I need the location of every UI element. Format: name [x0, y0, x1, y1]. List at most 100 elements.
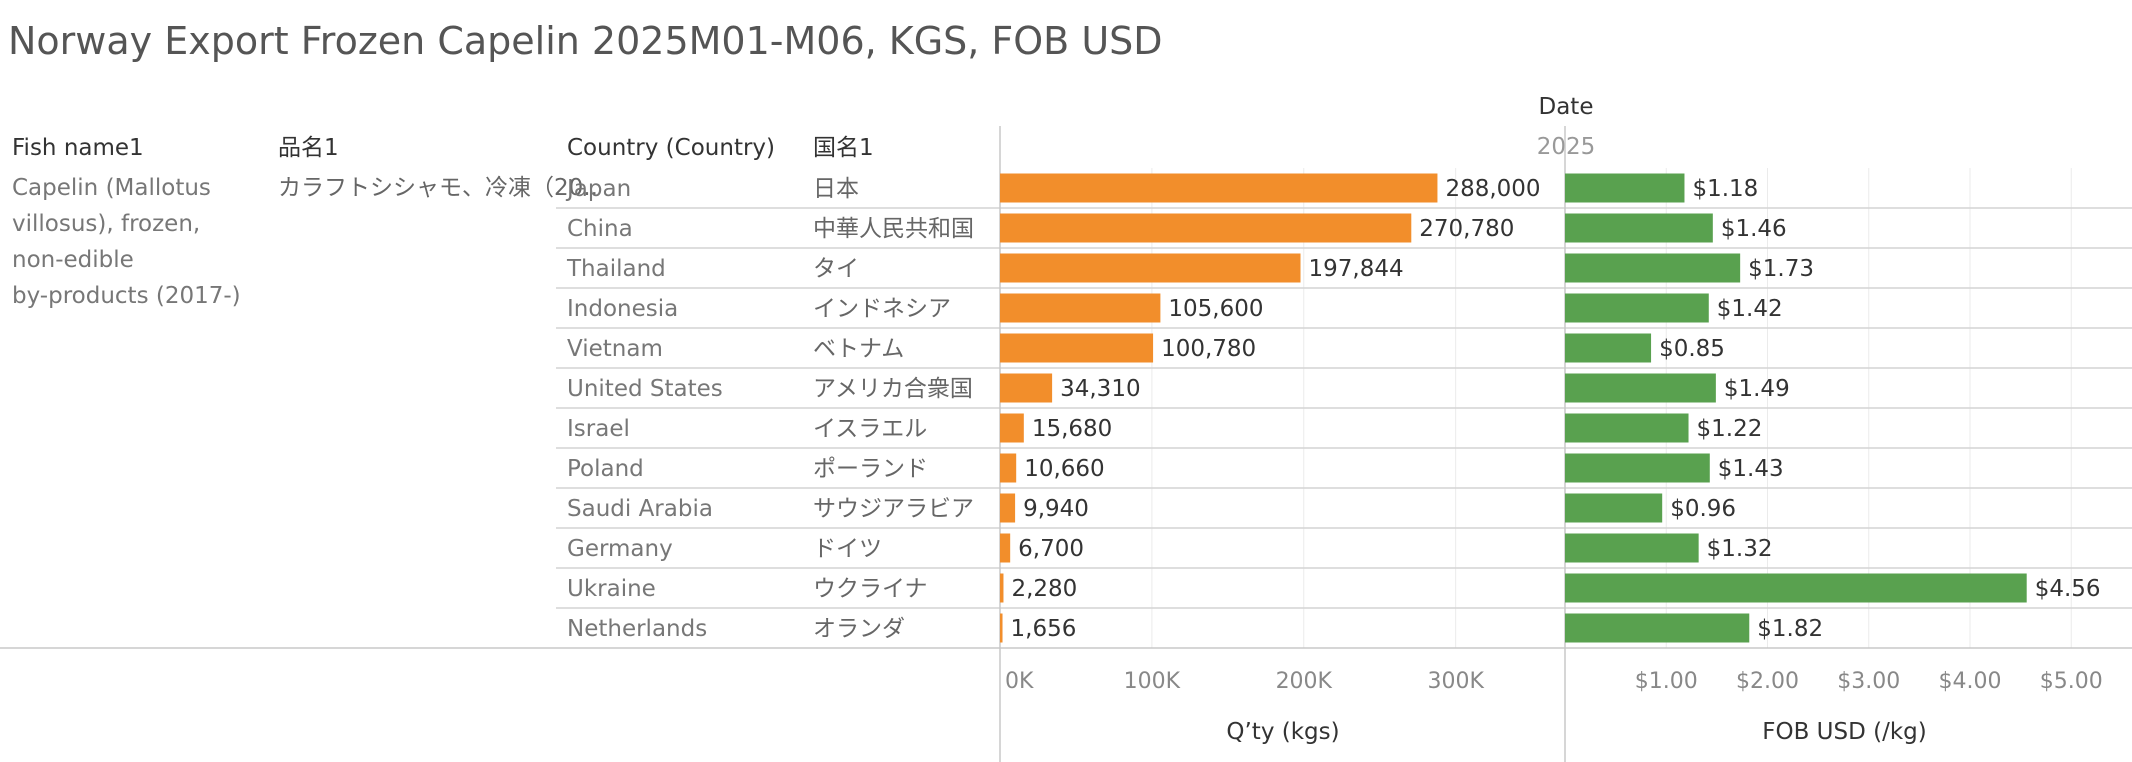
- price-data-label: $0.96: [1670, 496, 1736, 522]
- price-data-label: $1.32: [1707, 536, 1773, 562]
- price-bar: [1565, 293, 1709, 323]
- qty-data-label: 6,700: [1018, 536, 1084, 562]
- qty-bar: [1000, 413, 1024, 443]
- jp-product-cell: カラフトシシャモ、冷凍（20..: [278, 175, 598, 201]
- price-bar: [1565, 413, 1689, 443]
- country-label-jp: オランダ: [813, 616, 905, 642]
- qty-data-label: 9,940: [1023, 496, 1089, 522]
- price-data-label: $1.49: [1724, 376, 1790, 402]
- price-data-label: $1.82: [1757, 616, 1823, 642]
- qty-axis-title: Q’ty (kgs): [1226, 719, 1339, 745]
- qty-bar: [1000, 453, 1017, 483]
- price-tick-label: $4.00: [1939, 669, 2002, 694]
- qty-bar: [1000, 493, 1016, 523]
- date-header: Date: [1539, 94, 1594, 120]
- fish-name-line: non-edible: [12, 247, 134, 273]
- country-label: Saudi Arabia: [567, 496, 713, 522]
- price-bar: [1565, 333, 1652, 363]
- country-label: Poland: [567, 456, 644, 482]
- price-bar: [1565, 253, 1741, 283]
- country-label-jp: サウジアラビア: [813, 496, 974, 522]
- year-header: 2025: [1537, 134, 1596, 160]
- jp-product-header: 品名1: [278, 135, 339, 161]
- qty-tick-label: 200K: [1276, 669, 1333, 694]
- country-label-jp: アメリカ合衆国: [813, 376, 973, 402]
- country-label: Netherlands: [567, 616, 707, 642]
- price-data-label: $1.42: [1717, 296, 1783, 322]
- price-bar: [1565, 453, 1710, 483]
- qty-data-label: 10,660: [1024, 456, 1104, 482]
- country-label: Indonesia: [567, 296, 678, 322]
- price-data-label: $1.73: [1748, 256, 1814, 282]
- qty-tick-label: 300K: [1427, 669, 1484, 694]
- qty-data-label: 105,600: [1168, 296, 1263, 322]
- rows-layer: Japan 日本 288,000 $1.18 China 中華人民共和国 270,780 $1…: [565, 173, 2101, 643]
- axes-layer: 0K 100K 200K 300K $1.00 $2.00 $3.00 $4.00 $5.00 Q…: [1005, 669, 2103, 745]
- country-label: Israel: [567, 416, 630, 442]
- qty-data-label: 197,844: [1309, 256, 1404, 282]
- country-label: Ukraine: [567, 576, 656, 602]
- price-tick-label: $1.00: [1635, 669, 1698, 694]
- price-data-label: $1.18: [1692, 176, 1758, 202]
- qty-bar: [1000, 253, 1301, 283]
- qty-data-label: 270,780: [1419, 216, 1514, 242]
- price-data-label: $1.43: [1718, 456, 1784, 482]
- country-label: China: [567, 216, 633, 242]
- fish-name-cell: Capelin (Mallotus villosus), frozen, non-e…: [12, 175, 241, 309]
- qty-bar: [1000, 213, 1412, 243]
- country-label-jp: イスラエル: [813, 416, 927, 442]
- price-data-label: $0.85: [1659, 336, 1725, 362]
- country-label: Thailand: [566, 256, 666, 282]
- price-bar: [1565, 173, 1685, 203]
- country-label-jp: ポーランド: [813, 456, 928, 482]
- price-data-label: $1.22: [1697, 416, 1763, 442]
- price-bar: [1565, 373, 1716, 403]
- grid-layer: [0, 126, 2132, 762]
- qty-bar: [1000, 573, 1004, 603]
- price-bar: [1565, 493, 1663, 523]
- chart-title: Norway Export Frozen Capelin 2025M01-M06…: [8, 19, 1163, 63]
- country-label-jp: ウクライナ: [813, 576, 928, 602]
- country-label-jp: 日本: [813, 176, 859, 202]
- qty-bar: [1000, 373, 1053, 403]
- qty-data-label: 288,000: [1445, 176, 1540, 202]
- country-label: United States: [567, 376, 723, 402]
- country-label-jp: インドネシア: [813, 296, 951, 322]
- qty-tick-label: 0K: [1005, 669, 1034, 694]
- country-label: Japan: [565, 176, 631, 202]
- price-axis-title: FOB USD (/kg): [1762, 719, 1927, 745]
- price-bar: [1565, 533, 1699, 563]
- qty-data-label: 15,680: [1032, 416, 1112, 442]
- country-label-jp: タイ: [813, 256, 859, 282]
- qty-bar: [1000, 173, 1438, 203]
- qty-bar: [1000, 613, 1003, 643]
- fish-name-line: Capelin (Mallotus: [12, 175, 211, 201]
- country-label-jp: ベトナム: [813, 336, 904, 362]
- country-label: Vietnam: [567, 336, 663, 362]
- qty-data-label: 100,780: [1161, 336, 1256, 362]
- price-tick-label: $3.00: [1837, 669, 1900, 694]
- price-tick-label: $5.00: [2040, 669, 2103, 694]
- qty-data-label: 2,280: [1011, 576, 1077, 602]
- jp-country-header: 国名1: [813, 135, 874, 161]
- price-tick-label: $2.00: [1736, 669, 1799, 694]
- country-label-jp: ドイツ: [813, 536, 882, 562]
- price-bar: [1565, 573, 2027, 603]
- qty-bar: [1000, 293, 1161, 323]
- price-data-label: $1.46: [1721, 216, 1787, 242]
- qty-tick-label: 100K: [1124, 669, 1181, 694]
- price-data-label: $4.56: [2035, 576, 2101, 602]
- qty-data-label: 34,310: [1060, 376, 1140, 402]
- qty-data-label: 1,656: [1011, 616, 1077, 642]
- fish-name-header: Fish name1: [12, 135, 144, 161]
- fish-name-line: villosus), frozen,: [12, 211, 200, 237]
- qty-bar: [1000, 333, 1154, 363]
- price-bar: [1565, 213, 1713, 243]
- country-label-jp: 中華人民共和国: [813, 216, 974, 242]
- price-bar: [1565, 613, 1750, 643]
- country-label: Germany: [567, 536, 673, 562]
- country-header: Country (Country): [567, 135, 775, 161]
- fish-name-line: by-products (2017-): [12, 283, 241, 309]
- qty-bar: [1000, 533, 1011, 563]
